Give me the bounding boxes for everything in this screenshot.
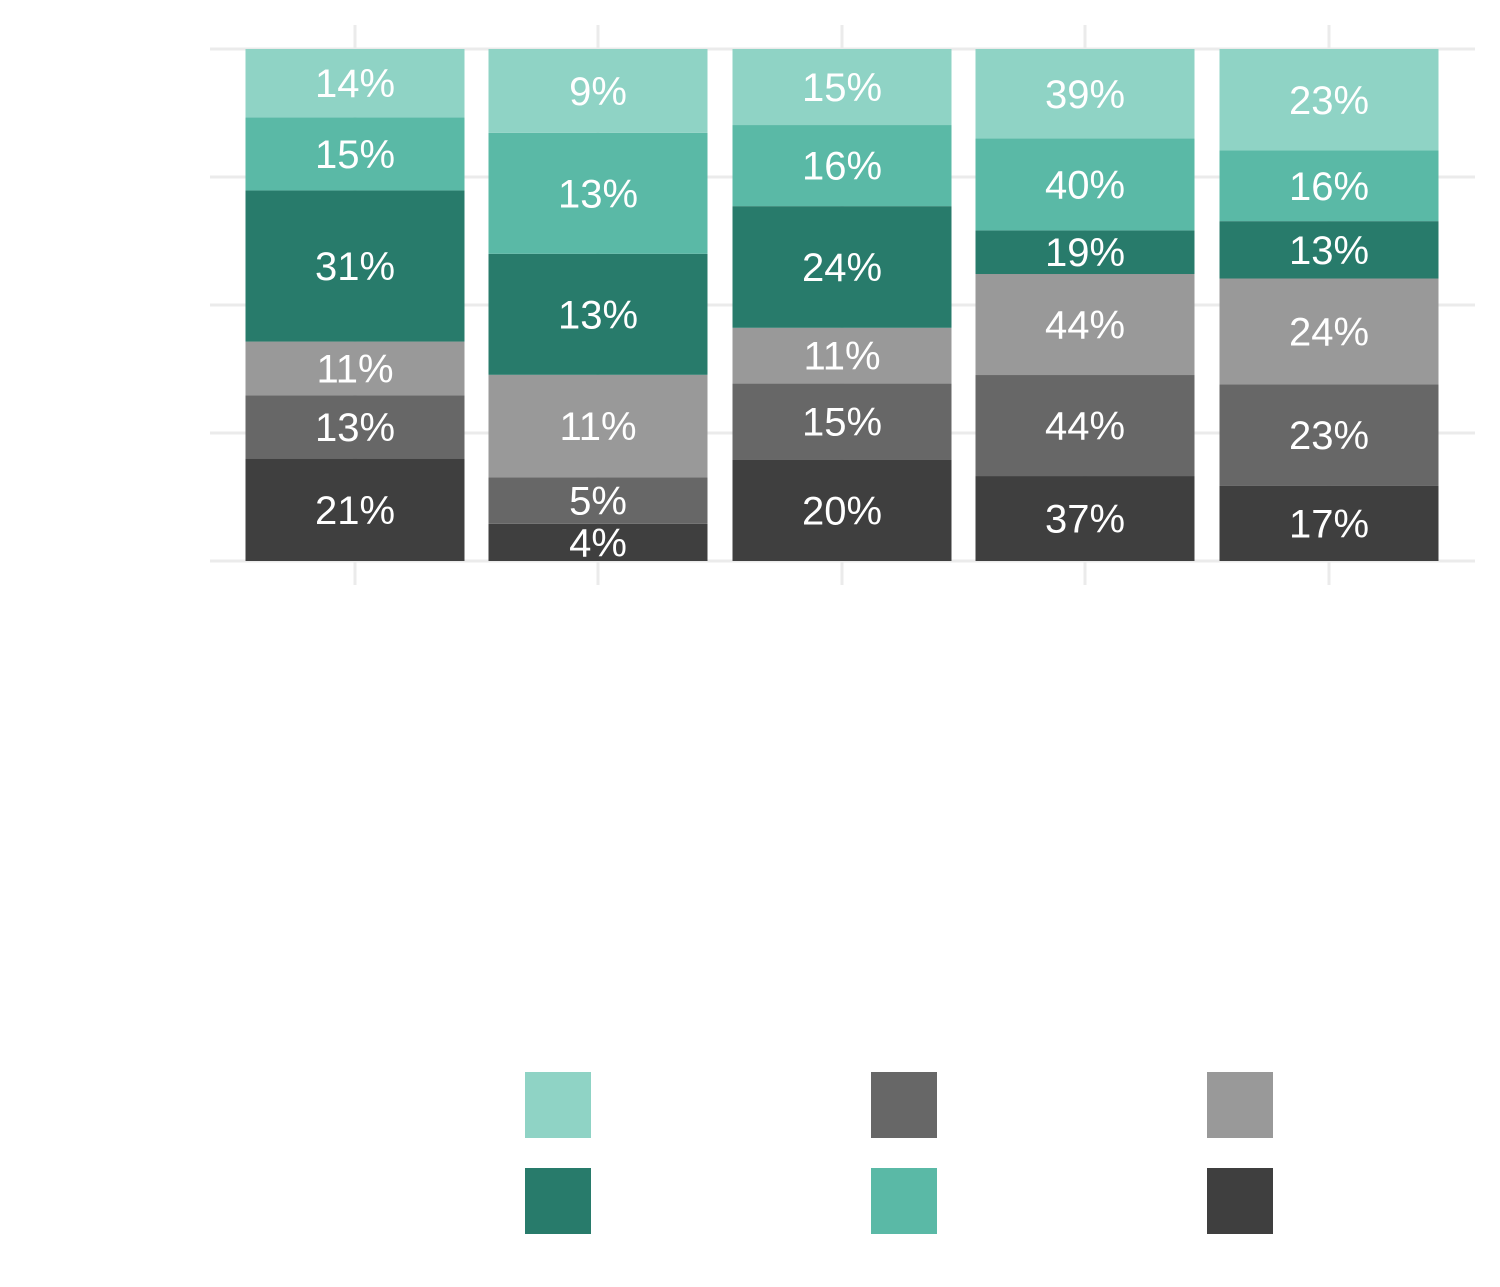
bar-segment	[732, 459, 952, 561]
bars	[245, 49, 1439, 561]
bar-segment	[975, 49, 1195, 139]
data-label: 21%	[315, 489, 395, 533]
legend-swatch	[525, 1072, 591, 1138]
bar-segment	[245, 341, 465, 396]
bar-segment	[732, 206, 952, 328]
data-label: 15%	[802, 401, 882, 445]
bar-segment	[245, 190, 465, 342]
data-label: 40%	[1045, 163, 1125, 207]
bar-segment	[488, 49, 708, 133]
data-label: 20%	[802, 489, 882, 533]
data-label: 4%	[569, 521, 627, 565]
data-label: 39%	[1045, 73, 1125, 117]
bar-segment	[1219, 384, 1439, 486]
legend-swatch	[1207, 1072, 1273, 1138]
data-label: 13%	[315, 406, 395, 450]
bar-segment	[1219, 278, 1439, 385]
data-label: 11%	[803, 335, 880, 379]
data-label: 5%	[569, 479, 627, 523]
legend	[525, 1072, 1273, 1234]
data-label: 11%	[316, 347, 393, 391]
data-label: 16%	[1289, 165, 1369, 209]
bar-segment	[488, 253, 708, 375]
legend-swatch	[871, 1168, 937, 1234]
bar-segment	[975, 274, 1195, 376]
bar-segment	[732, 49, 952, 126]
bar-segment	[732, 327, 952, 384]
legend-swatch	[1207, 1168, 1273, 1234]
bar-segment	[1219, 49, 1439, 151]
data-labels: 21% 13% 11% 31% 15% 14% 4%5% 11% 13% 13% 9% 20% 15% 1…	[315, 62, 1369, 565]
data-label: 23%	[1289, 414, 1369, 458]
data-label: 13%	[1289, 229, 1369, 273]
data-label: 16%	[802, 145, 882, 189]
bar-segment	[732, 383, 952, 460]
data-label: 23%	[1289, 79, 1369, 123]
data-label: 14%	[315, 62, 395, 106]
bar-segment	[245, 458, 465, 561]
data-label: 15%	[802, 66, 882, 110]
data-label: 24%	[802, 246, 882, 290]
bar-segment	[1219, 485, 1439, 561]
bar-segment	[1219, 150, 1439, 222]
bar-segment	[488, 374, 708, 478]
bar-segment	[975, 476, 1195, 561]
data-label: 19%	[1045, 231, 1125, 275]
data-label: 37%	[1045, 498, 1125, 542]
data-label: 9%	[569, 70, 627, 114]
bar-segment	[488, 132, 708, 254]
data-label: 17%	[1289, 502, 1369, 546]
data-label: 44%	[1045, 405, 1125, 449]
bar-segment	[488, 477, 708, 524]
data-label: 13%	[558, 293, 638, 337]
legend-swatch	[871, 1072, 937, 1138]
bar-segment	[1219, 221, 1439, 279]
data-label: 24%	[1289, 310, 1369, 354]
bar-segment	[245, 49, 465, 118]
data-label: 11%	[559, 405, 636, 449]
bar-segment	[975, 375, 1195, 477]
bar-segment	[975, 138, 1195, 231]
legend-swatch	[525, 1168, 591, 1234]
bar-segment	[245, 395, 465, 459]
bar-segment	[245, 117, 465, 191]
bar-segment	[488, 523, 708, 561]
bar-segment	[975, 230, 1195, 275]
data-label: 44%	[1045, 304, 1125, 348]
data-label: 15%	[315, 133, 395, 177]
data-label: 13%	[558, 172, 638, 216]
bar-segment	[732, 125, 952, 207]
data-label: 31%	[315, 245, 395, 289]
